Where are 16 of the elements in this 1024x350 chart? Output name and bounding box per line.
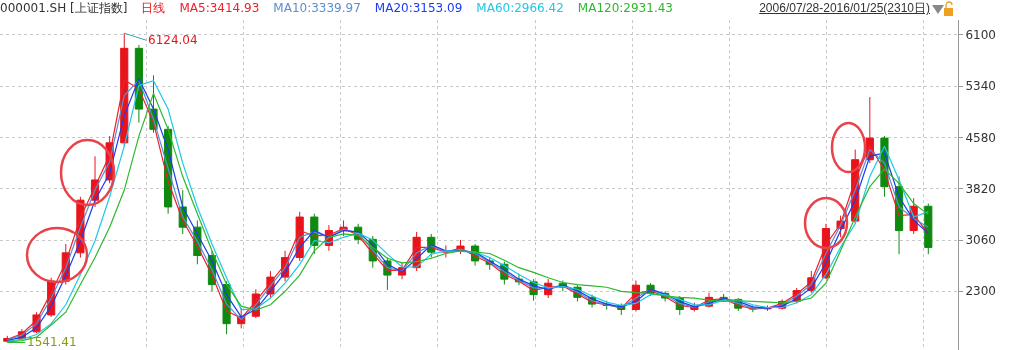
y-tick-label: 6100 xyxy=(965,28,996,43)
y-tick-label: 5340 xyxy=(965,79,996,94)
y-tick-label: 4580 xyxy=(965,130,996,145)
y-tick-label: 3820 xyxy=(965,181,996,196)
text: MA120:2931.43 xyxy=(577,0,673,17)
annotation: 6124.04 xyxy=(148,33,198,47)
y-tick-label: 3060 xyxy=(965,233,996,248)
annotation: 1541.41 xyxy=(27,335,77,349)
chart-title: 000001.SH [上证指数] xyxy=(0,0,128,17)
text: MA60:2966.42 xyxy=(476,0,564,17)
text: MA10:3339.97 xyxy=(273,0,361,17)
chart-subtitle: 日线 xyxy=(141,0,166,17)
text: MA20:3153.09 xyxy=(374,0,463,17)
text: MA5:3414.93 xyxy=(179,0,260,17)
y-tick-label: 2300 xyxy=(965,284,996,299)
text: 2006/07/28-2016/01/25(2310日) xyxy=(759,1,930,15)
